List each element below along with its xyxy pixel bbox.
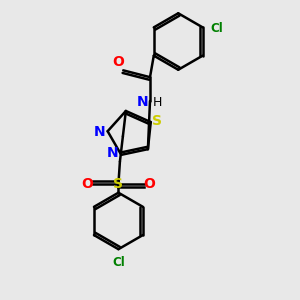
Text: N: N: [94, 125, 105, 139]
Text: N: N: [107, 146, 119, 160]
Text: Cl: Cl: [210, 22, 223, 35]
Text: H: H: [153, 96, 162, 109]
Text: S: S: [152, 115, 162, 128]
Text: S: S: [113, 177, 123, 191]
Text: N: N: [137, 95, 148, 110]
Text: Cl: Cl: [112, 256, 125, 269]
Text: O: O: [112, 55, 124, 69]
Text: O: O: [144, 177, 156, 191]
Text: O: O: [81, 177, 93, 191]
